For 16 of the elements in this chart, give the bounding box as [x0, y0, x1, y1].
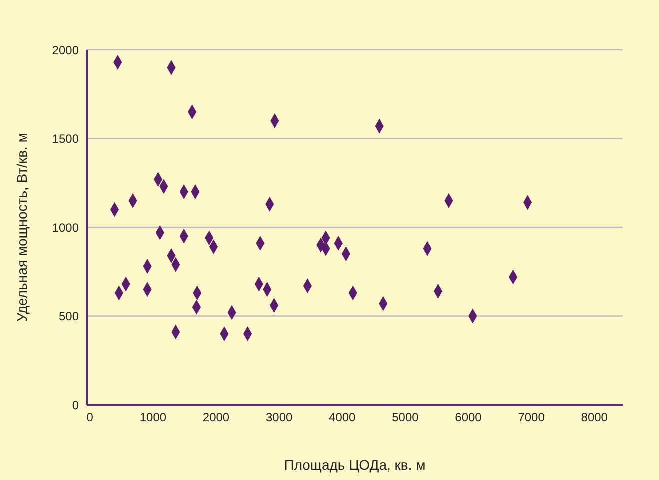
y-tick-label: 500	[58, 310, 80, 324]
y-tick-label: 2000	[52, 43, 80, 58]
y-tick-label: 0	[72, 398, 80, 412]
x-tick-label: 0	[86, 410, 94, 425]
x-tick-label: 4000	[329, 410, 356, 425]
x-axis-title: Площадь ЦОДа, кв. м	[284, 457, 426, 473]
x-tick-label: 3000	[266, 410, 293, 425]
x-tick-label: 5000	[392, 410, 420, 425]
y-tick-label: 1500	[52, 132, 80, 146]
y-tick-label: 1000	[52, 220, 80, 235]
x-tick-label: 6000	[455, 410, 482, 425]
x-tick-label: 2000	[202, 410, 230, 425]
x-tick-label: 7000	[518, 410, 546, 425]
y-axis-title: Удельная мощность, Вт/кв. м	[14, 133, 30, 322]
x-tick-label: 1000	[140, 410, 167, 425]
x-tick-label: 8000	[581, 410, 608, 425]
